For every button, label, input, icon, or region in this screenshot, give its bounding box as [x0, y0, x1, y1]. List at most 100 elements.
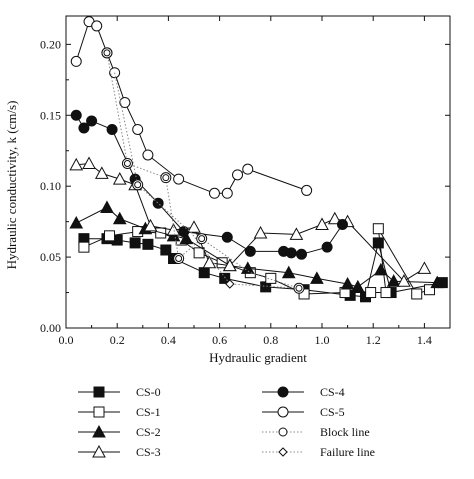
legend-label: CS-3 — [136, 445, 161, 459]
series-cs-5 — [70, 16, 313, 199]
y-tick-label: 0.10 — [40, 179, 61, 193]
data-point-cs-5 — [208, 187, 220, 199]
data-point-cs-4 — [221, 231, 233, 243]
data-point-cs-3 — [417, 261, 432, 274]
data-point-cs-2 — [179, 231, 194, 245]
plot-frame — [65, 15, 451, 329]
legend: CS-0 CS-1 CS-2 CS-3 CS-4 CS-5 Block line Failur… — [78, 385, 375, 459]
data-point-cs-0 — [198, 267, 210, 279]
bullseye-inner — [198, 235, 206, 243]
data-point-cs-2 — [386, 274, 401, 287]
data-point-cs-4 — [285, 247, 297, 259]
special-markers — [101, 47, 305, 294]
legend-item-cs-4: CS-4 — [262, 385, 345, 399]
data-point-cs-4 — [152, 197, 164, 209]
series-line-cs-4 — [75, 115, 343, 255]
data-point-cs-3 — [187, 220, 201, 233]
legend-marker — [277, 386, 289, 398]
series-line-failure-line — [114, 72, 302, 289]
y-axis-label: Hydraulic conductivity, k (cm/s) — [4, 101, 19, 270]
data-point-cs-3 — [166, 223, 181, 236]
series-cs-3 — [69, 156, 432, 287]
data-point-cs-5 — [173, 173, 185, 185]
data-point-cs-3 — [202, 255, 217, 269]
legend-item-failure-line: Failure line — [262, 445, 375, 459]
data-point-cs-4 — [106, 123, 118, 135]
series-cs-0 — [78, 233, 448, 303]
data-point-cs-4 — [244, 245, 256, 257]
legend-marker — [277, 406, 289, 418]
legend-item-cs-1: CS-1 — [78, 405, 161, 419]
y-tick-label: 0.00 — [40, 321, 61, 335]
bullseye-inner — [162, 174, 170, 182]
data-point-cs-3 — [94, 166, 109, 179]
legend-item-cs-5: CS-5 — [262, 405, 345, 419]
data-point-cs-2 — [374, 262, 388, 276]
data-point-cs-5 — [70, 55, 82, 67]
data-point-cs-0 — [160, 244, 172, 256]
legend-label: CS-4 — [320, 385, 345, 399]
series-line-cs-0 — [83, 238, 443, 298]
legend-item-cs-2: CS-2 — [78, 424, 161, 439]
plot-area — [69, 16, 448, 303]
legend-marker — [93, 406, 105, 418]
data-point-cs-3 — [69, 157, 84, 171]
data-point-cs-1 — [411, 288, 423, 300]
data-point-cs-2 — [112, 211, 127, 225]
series-cs-4 — [70, 109, 348, 260]
y-tick-label: 0.05 — [40, 250, 61, 264]
data-point-cs-4 — [86, 115, 98, 127]
data-point-cs-3 — [315, 217, 329, 230]
data-point-cs-3 — [222, 258, 237, 272]
legend-item-block-line: Block line — [262, 425, 370, 439]
legend-label: CS-1 — [136, 405, 161, 419]
series-cs-2 — [69, 200, 445, 293]
data-point-cs-3 — [327, 211, 342, 225]
legend-marker — [278, 447, 288, 457]
legend-label: CS-5 — [320, 405, 345, 419]
legend-item-cs-0: CS-0 — [78, 385, 161, 399]
data-point-cs-2 — [310, 271, 324, 284]
bullseye-inner — [103, 49, 111, 57]
data-point-cs-5 — [142, 149, 154, 161]
data-point-cs-5 — [119, 97, 131, 109]
legend-item-cs-3: CS-3 — [78, 444, 161, 459]
series-line-cs-5 — [75, 20, 307, 194]
y-tick-label: 0.20 — [40, 37, 61, 51]
legend-label: Block line — [320, 425, 370, 439]
data-point-cs-5 — [221, 187, 233, 199]
data-point-cs-3 — [253, 225, 268, 239]
bullseye-inner — [295, 284, 303, 292]
x-tick-label: 1.0 — [315, 333, 330, 347]
data-point-cs-5 — [132, 123, 144, 135]
data-point-cs-0 — [129, 237, 141, 249]
data-point-cs-2 — [430, 275, 445, 289]
data-point-cs-4 — [336, 218, 348, 230]
legend-label: CS-2 — [136, 425, 161, 439]
data-point-cs-5 — [91, 20, 103, 32]
data-point-cs-3 — [143, 218, 158, 232]
data-point-cs-2 — [350, 279, 365, 293]
data-point-cs-1 — [265, 272, 277, 284]
data-point-cs-1 — [104, 230, 116, 242]
data-point-cs-0 — [372, 237, 384, 249]
legend-marker — [92, 444, 106, 458]
legend-marker — [93, 386, 105, 398]
data-point-cs-1 — [193, 247, 205, 259]
data-point-cs-1 — [216, 257, 228, 269]
data-point-cs-1 — [424, 284, 436, 296]
data-point-cs-3 — [112, 172, 127, 185]
data-point-cs-3 — [82, 156, 96, 169]
data-point-cs-4 — [178, 226, 190, 238]
x-tick-label: 0.2 — [110, 333, 125, 347]
bullseye-inner — [123, 159, 131, 167]
data-point-cs-1 — [372, 223, 384, 235]
x-tick-label: 0.8 — [263, 333, 278, 347]
data-point-cs-2 — [100, 200, 114, 213]
axes: 0.0 0.2 0.4 0.6 0.8 1.0 1.2 1.4 0.00 0.05 0.10 0.15… — [40, 15, 451, 347]
x-tick-label: 1.4 — [417, 333, 432, 347]
legend-marker — [92, 424, 106, 438]
data-point-cs-0 — [219, 272, 231, 284]
data-point-cs-3 — [289, 227, 304, 240]
